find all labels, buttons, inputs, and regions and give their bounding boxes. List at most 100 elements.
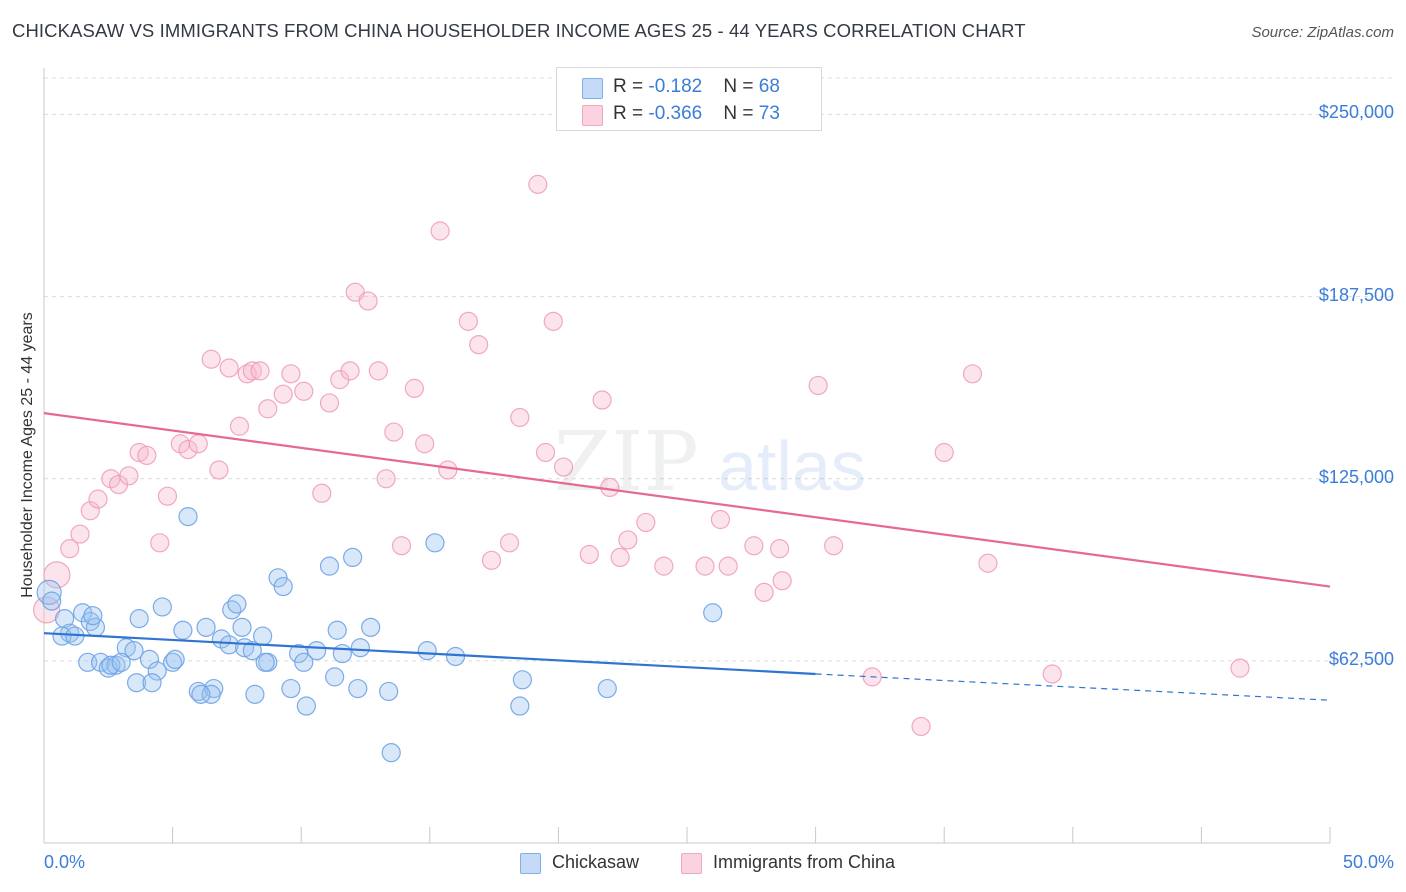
china-point bbox=[978, 553, 998, 573]
legend-swatch-chickasaw bbox=[520, 853, 541, 874]
china-point bbox=[340, 361, 360, 381]
n-value: 73 bbox=[758, 103, 780, 124]
chickasaw-point bbox=[201, 684, 221, 704]
chickasaw-point bbox=[253, 626, 273, 646]
chickasaw-point bbox=[163, 652, 183, 672]
stats-text-china: R = -0.366 N = 73 bbox=[613, 103, 780, 125]
chickasaw-point bbox=[124, 641, 144, 661]
chickasaw-point bbox=[510, 696, 530, 716]
china-point bbox=[618, 530, 638, 550]
china-point bbox=[769, 539, 790, 559]
chickasaw-point bbox=[273, 576, 293, 597]
china-point bbox=[150, 533, 170, 553]
r-value: -0.366 bbox=[648, 103, 703, 124]
chickasaw-point bbox=[227, 594, 247, 614]
stats-legend: R = -0.182 N = 68 R = -0.366 N = 73 bbox=[556, 67, 822, 131]
source-credit: Source: ZipAtlas.com bbox=[1251, 24, 1394, 41]
stats-text-chickasaw: R = -0.182 N = 68 bbox=[613, 76, 780, 98]
r-label: R = bbox=[613, 76, 649, 97]
china-point bbox=[188, 434, 208, 454]
chickasaw-point bbox=[319, 556, 340, 576]
chickasaw-point bbox=[126, 673, 147, 693]
chickasaw-point bbox=[196, 617, 216, 637]
china-swatch bbox=[582, 105, 603, 126]
china-point bbox=[43, 561, 71, 589]
china-point bbox=[1042, 664, 1062, 684]
chickasaw-point bbox=[281, 678, 301, 699]
china-point bbox=[438, 460, 458, 480]
china-point bbox=[610, 547, 630, 568]
china-point bbox=[178, 439, 198, 460]
china-point bbox=[358, 291, 378, 311]
chickasaw-point bbox=[116, 638, 136, 658]
china-point bbox=[70, 524, 90, 544]
china-point bbox=[368, 361, 388, 381]
chickasaw-point bbox=[294, 652, 314, 672]
chickasaw-point bbox=[703, 603, 723, 623]
chickasaw-point bbox=[106, 655, 126, 675]
china-point bbox=[258, 399, 278, 419]
china-point bbox=[391, 536, 412, 556]
china-point bbox=[499, 533, 520, 553]
watermark-atlas: atlas bbox=[718, 427, 866, 505]
china-point bbox=[654, 556, 674, 576]
china-point bbox=[553, 457, 574, 477]
china-point bbox=[430, 221, 450, 241]
china-point bbox=[281, 364, 301, 384]
n-label: N = bbox=[723, 76, 759, 97]
n-value: 68 bbox=[758, 76, 780, 97]
china-point bbox=[157, 486, 178, 506]
china-point bbox=[273, 384, 293, 404]
china-point bbox=[60, 539, 80, 559]
chickasaw-point bbox=[245, 684, 265, 704]
china-point bbox=[710, 509, 731, 530]
x-tick-min: 0.0% bbox=[44, 852, 86, 872]
china-point bbox=[962, 364, 983, 384]
china-point bbox=[294, 381, 314, 401]
chickasaw-point bbox=[379, 681, 399, 702]
china-point bbox=[119, 466, 139, 486]
china-point bbox=[744, 536, 764, 556]
china-point bbox=[543, 311, 563, 331]
chickasaw-point bbox=[361, 617, 381, 637]
chickasaw-point bbox=[191, 684, 211, 704]
chickasaw-point bbox=[425, 533, 445, 553]
y-tick-label: $250,000 bbox=[1318, 102, 1394, 123]
chickasaw-point bbox=[350, 638, 370, 658]
chickasaw-point bbox=[222, 600, 242, 620]
china-point bbox=[242, 361, 262, 381]
chickasaw-trend-line bbox=[43, 632, 816, 676]
china-point bbox=[808, 375, 828, 396]
chickasaw-point bbox=[142, 673, 162, 693]
chickasaw-point bbox=[255, 652, 275, 672]
china-point bbox=[219, 358, 239, 378]
chickasaw-point bbox=[325, 667, 345, 687]
china-point bbox=[592, 390, 612, 410]
china-point bbox=[88, 489, 108, 509]
china-point bbox=[718, 556, 738, 576]
chickasaw-point bbox=[83, 606, 103, 626]
china-point bbox=[209, 460, 229, 480]
china-point bbox=[250, 361, 270, 381]
china-point bbox=[934, 442, 954, 463]
chickasaw-point bbox=[139, 649, 160, 670]
chickasaw-point bbox=[111, 652, 131, 672]
chickasaw-point bbox=[129, 608, 149, 629]
china-point bbox=[528, 174, 548, 194]
chickasaw-point bbox=[512, 670, 532, 690]
china-point bbox=[469, 335, 489, 355]
y-tick-label: $187,500 bbox=[1318, 284, 1394, 305]
china-point bbox=[80, 501, 100, 521]
series-chickasaw-points bbox=[36, 506, 723, 763]
r-value: -0.182 bbox=[648, 76, 703, 97]
chickasaw-trend-extension bbox=[815, 673, 1331, 701]
trend-lines bbox=[43, 412, 1331, 701]
china-point bbox=[404, 378, 424, 398]
china-point bbox=[824, 536, 844, 556]
legend-label-china: Immigrants from China bbox=[713, 852, 896, 872]
china-point bbox=[636, 512, 656, 533]
y-tick-label: $125,000 bbox=[1318, 466, 1394, 487]
r-label: R = bbox=[613, 103, 649, 124]
chickasaw-point bbox=[232, 617, 252, 637]
